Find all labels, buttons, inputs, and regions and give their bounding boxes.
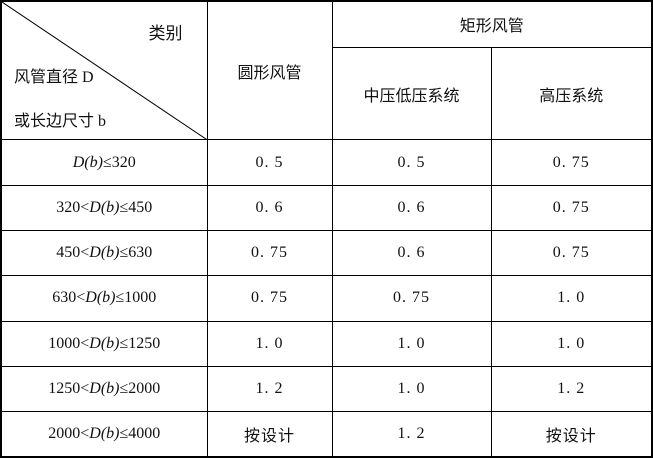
value-high-pressure: 0. 75 [490,184,653,231]
table-row: 1000<D(b)≤1250 1. 0 1. 0 1. 0 [0,320,653,367]
range-suffix: ≤4000 [119,425,161,443]
range-suffix: ≤450 [119,198,153,216]
range-suffix: ≤1250 [119,334,161,352]
value-mid-low-pressure: 1. 0 [331,320,492,367]
value-high-pressure: 0. 75 [490,229,653,277]
value-circular: 0. 5 [206,139,333,186]
range-prefix: 320< [56,198,90,216]
range-variable: D(b) [72,153,103,171]
range-variable: D(b) [85,289,116,307]
value-high-pressure: 1. 2 [490,365,653,413]
table-row: 320<D(b)≤450 0. 6 0. 6 0. 75 [0,184,653,231]
value-mid-low-pressure: 0. 5 [331,139,492,186]
diagonal-label-category: 类别 [148,24,183,43]
value-circular: 0. 6 [206,184,333,231]
diagonal-divider-line [2,2,206,139]
value-circular: 0. 75 [206,275,333,322]
value-circular: 1. 0 [206,320,333,367]
row-range-label: 2000<D(b)≤4000 [0,411,208,458]
range-prefix: 1000< [48,334,90,352]
range-variable: D(b) [89,425,120,443]
row-range-label: 320<D(b)≤450 [0,184,208,231]
header-row-1: 类别 风管直径 D 或长边尺寸 b 圆形风管 矩形风管 [0,0,653,141]
value-mid-low-pressure: 0. 6 [331,229,492,277]
range-suffix: ≤1000 [115,289,157,307]
range-prefix: 2000< [48,425,90,443]
header-high-pressure-system: 高压系统 [490,46,653,141]
value-circular: 1. 2 [206,365,333,413]
row-range-label: D(b)≤320 [0,139,208,186]
range-suffix: ≤630 [119,244,153,262]
table-row: D(b)≤320 0. 5 0. 5 0. 75 [0,139,653,186]
range-prefix: 630< [52,289,86,307]
value-high-pressure: 1. 0 [490,275,653,322]
table-row: 450<D(b)≤630 0. 75 0. 6 0. 75 [0,229,653,277]
row-range-label: 1000<D(b)≤1250 [0,320,208,367]
header-circular-duct: 圆形风管 [206,0,333,141]
value-high-pressure: 0. 75 [490,139,653,186]
value-mid-low-pressure: 1. 2 [331,411,492,458]
range-prefix: 1250< [48,380,90,398]
value-high-pressure: 1. 0 [490,320,653,367]
range-suffix: ≤2000 [119,380,161,398]
value-high-pressure: 按设计 [490,411,653,458]
range-suffix: ≤320 [102,153,136,171]
header-row-2: 中压低压系统 高压系统 [1,46,653,141]
diagonal-header-cell: 类别 风管直径 D 或长边尺寸 b [0,0,208,141]
header-rectangular-duct: 矩形风管 [331,0,653,48]
value-circular: 0. 75 [206,229,333,277]
value-mid-low-pressure: 1. 0 [331,365,492,413]
value-circular: 按设计 [206,411,333,458]
value-mid-low-pressure: 0. 75 [331,275,492,322]
table-row: 630<D(b)≤1000 0. 75 0. 75 1. 0 [0,275,653,322]
diagonal-label-long-edge: 或长边尺寸 b [14,113,107,130]
value-mid-low-pressure: 0. 6 [331,184,492,231]
row-range-label: 1250<D(b)≤2000 [0,365,208,413]
table-row: 1250<D(b)≤2000 1. 2 1. 0 1. 2 [0,365,653,413]
table-row: 2000<D(b)≤4000 按设计 1. 2 按设计 [0,411,653,458]
row-range-label: 450<D(b)≤630 [0,229,208,277]
range-variable: D(b) [89,198,120,216]
range-variable: D(b) [89,244,120,262]
header-mid-low-pressure-system: 中压低压系统 [331,46,492,141]
range-prefix: 450< [56,244,90,262]
diagonal-label-diameter: 风管直径 D [14,69,94,86]
range-variable: D(b) [89,334,120,352]
row-range-label: 630<D(b)≤1000 [0,275,208,322]
range-variable: D(b) [89,380,120,398]
